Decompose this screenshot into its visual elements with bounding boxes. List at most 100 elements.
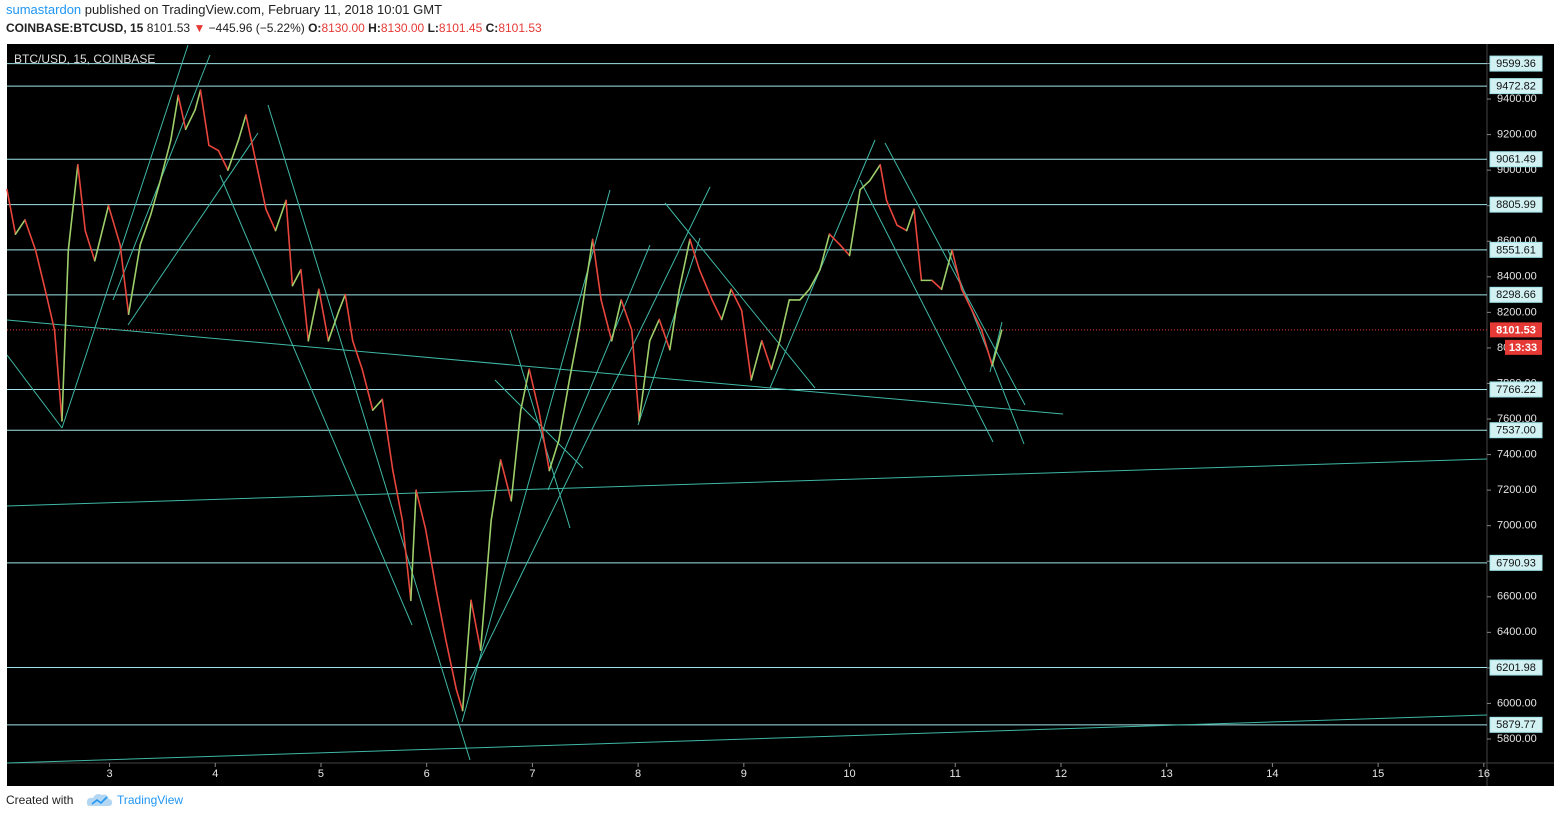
price-segment <box>960 288 973 312</box>
price-segment <box>879 164 888 202</box>
level-label: 9061.49 <box>1496 154 1536 166</box>
price-segment <box>199 89 210 147</box>
price-segment <box>184 108 196 131</box>
x-tick-label: 5 <box>318 768 324 780</box>
price-segment <box>245 114 257 161</box>
price-segment <box>44 288 56 331</box>
y-tick-label: 7000.00 <box>1497 520 1537 532</box>
level-tag <box>1489 659 1543 676</box>
level-label: 7537.00 <box>1496 425 1536 437</box>
price-segment <box>799 288 811 301</box>
close: 8101.53 <box>498 21 542 35</box>
trend-line <box>219 174 413 626</box>
price-segment <box>371 398 384 411</box>
price-segment <box>839 244 851 257</box>
price-segment <box>610 299 623 342</box>
price-segment <box>591 238 602 301</box>
symbol: COINBASE:BTCUSD, 15 <box>6 21 144 35</box>
y-tick-label: 9400.00 <box>1497 93 1537 105</box>
price-segment <box>638 340 651 422</box>
y-tick-label: 8200.00 <box>1497 306 1537 318</box>
level-label: 6201.98 <box>1496 662 1536 674</box>
price-segment <box>338 293 347 312</box>
axes: 5800.006000.006200.006400.006600.006800.… <box>106 55 1543 780</box>
price-segment <box>648 318 661 342</box>
price-segment <box>730 288 743 312</box>
y-tick-label: 5800.00 <box>1497 733 1537 745</box>
level-label: 9599.36 <box>1496 58 1536 70</box>
price-segment <box>93 204 110 262</box>
price-segment <box>896 224 908 232</box>
close-label: C: <box>486 21 499 35</box>
price-segment <box>980 329 994 367</box>
price-segment <box>170 94 180 141</box>
price-segment <box>778 299 791 342</box>
level-label: 8805.99 <box>1496 199 1536 211</box>
level-label: 9472.82 <box>1496 81 1536 93</box>
price-segment <box>435 588 447 641</box>
y-tick-label: 7400.00 <box>1497 448 1537 460</box>
level-tag <box>1489 78 1543 95</box>
y-tick-label: 6000.00 <box>1497 697 1537 709</box>
y-tick-label: 6400.00 <box>1497 626 1537 638</box>
price-segment <box>620 299 633 331</box>
level-tag <box>1489 151 1543 168</box>
price-segment <box>77 164 87 232</box>
footer-brand[interactable]: TradingView <box>117 793 183 807</box>
level-tag <box>1489 55 1543 72</box>
trend-line <box>769 139 876 389</box>
price-segment <box>415 489 427 531</box>
price-segment <box>658 318 671 351</box>
trend-line <box>547 244 651 491</box>
price-segment <box>991 329 1003 367</box>
price-segment <box>14 219 26 235</box>
price-segment <box>291 268 302 287</box>
price-segment <box>401 519 412 602</box>
level-tag <box>1489 554 1543 571</box>
x-tick-label: 7 <box>529 768 535 780</box>
price-segment <box>149 180 162 216</box>
published: published on TradingView.com, February 1… <box>85 2 442 17</box>
price-segment <box>848 188 861 257</box>
x-tick-label: 13 <box>1161 768 1173 780</box>
y-tick-label: 9200.00 <box>1497 129 1537 141</box>
level-tag <box>1489 241 1543 258</box>
level-tag <box>1489 422 1543 439</box>
price-segment <box>528 368 540 411</box>
price-segment <box>558 379 571 442</box>
price-segment <box>351 340 364 371</box>
price-segment <box>194 89 202 111</box>
levels <box>7 63 1487 726</box>
low: 8101.45 <box>439 21 483 35</box>
price-segment <box>237 114 247 141</box>
level-label: 5879.77 <box>1496 719 1536 731</box>
trend-line <box>127 132 259 326</box>
price-segment <box>913 208 923 282</box>
price-segment <box>327 309 340 342</box>
price-series <box>6 89 1003 712</box>
trend-line <box>267 104 471 761</box>
high-label: H: <box>368 21 381 35</box>
price-segment <box>740 309 753 381</box>
price-segment <box>568 329 580 381</box>
price-segment <box>600 299 613 342</box>
trend-line <box>637 237 701 426</box>
low-label: L: <box>428 21 439 35</box>
price-segment <box>217 149 229 171</box>
price-segment <box>119 244 130 315</box>
price-segment <box>300 268 310 342</box>
price-segment <box>139 213 152 246</box>
change: −445.96 (−5.22%) <box>209 21 305 35</box>
price-segment <box>177 94 187 131</box>
level-label: 8298.66 <box>1496 289 1536 301</box>
price-segment <box>750 340 763 381</box>
price-segment <box>490 459 502 522</box>
price-segment <box>53 329 63 422</box>
x-tick-label: 10 <box>843 768 855 780</box>
trend-line <box>469 186 711 681</box>
countdown-tag <box>1505 339 1542 355</box>
trend-line <box>884 142 1026 406</box>
price-segment <box>698 268 713 301</box>
author[interactable]: sumastardon <box>6 2 81 17</box>
